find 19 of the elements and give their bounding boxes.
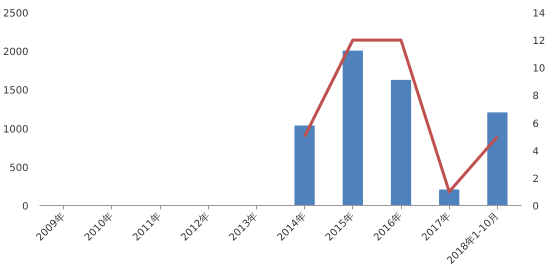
y2-tick-label: 14 [532, 8, 546, 20]
y2-tick-label: 8 [532, 91, 539, 102]
y2-tick-label: 4 [532, 146, 539, 158]
bar [294, 125, 315, 206]
y-tick-label: 1000 [3, 124, 29, 136]
y2-tick-label: 12 [532, 36, 546, 48]
bar [439, 190, 460, 206]
y-tick-label: 2000 [3, 47, 29, 58]
bar [342, 50, 363, 206]
y2-tick-label: 6 [532, 118, 539, 130]
y-tick-label: 1500 [3, 86, 29, 97]
y-tick-label: 2500 [3, 8, 29, 20]
y-tick-label: 500 [9, 162, 29, 174]
y2-tick-label: 0 [532, 202, 539, 212]
bar [390, 80, 412, 206]
y2-tick-label: 2 [532, 174, 539, 185]
y-tick-label: 0 [22, 202, 29, 212]
bar [487, 112, 508, 206]
y2-tick-label: 10 [532, 64, 546, 75]
